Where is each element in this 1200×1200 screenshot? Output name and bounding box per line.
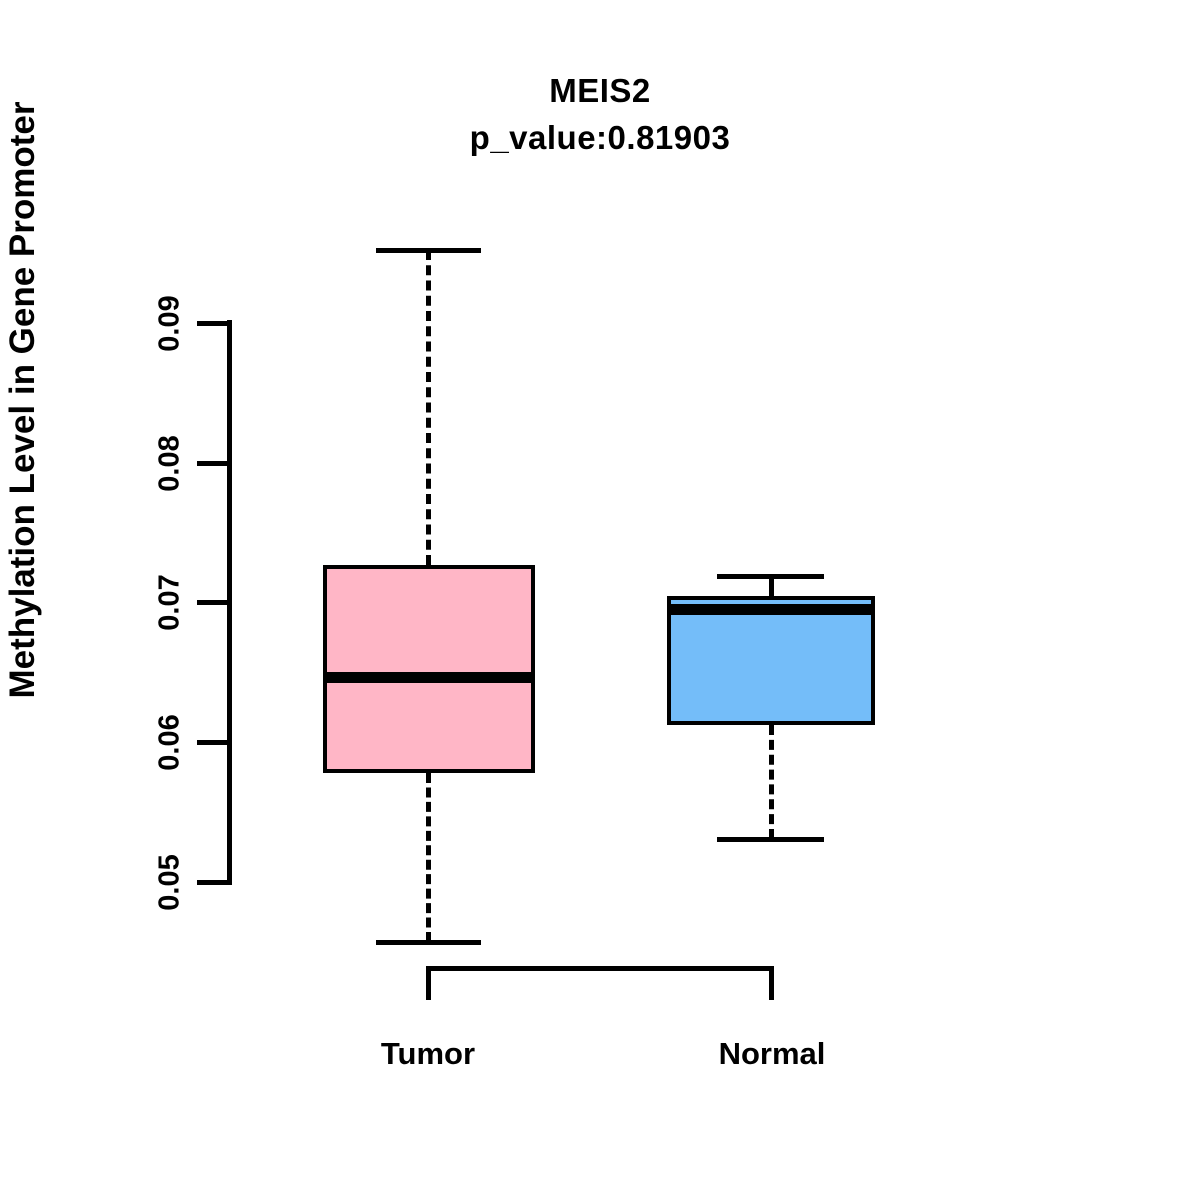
- x-axis-bracket: [426, 966, 774, 1000]
- tumor-median-line: [323, 671, 535, 683]
- normal-lower-whisker: [769, 725, 774, 839]
- y-axis-tick-0.09: [197, 321, 230, 326]
- y-axis-tick-label-0.08: 0.08: [153, 435, 186, 492]
- tumor-lower-whisker: [426, 772, 431, 943]
- x-axis-label-tumor: Tumor: [380, 1036, 476, 1071]
- y-axis-tick-0.05: [197, 880, 230, 885]
- chart-title: MEIS2: [549, 72, 651, 109]
- normal-median-line: [667, 604, 875, 616]
- tumor-upper-whisker: [426, 250, 431, 565]
- chart-subtitle-pvalue: p_value:0.81903: [469, 119, 731, 156]
- y-axis-tick-label-0.06: 0.06: [153, 714, 186, 771]
- y-axis-tick-label-0.05: 0.05: [153, 854, 186, 911]
- normal-lower-whisker-cap: [717, 836, 824, 842]
- y-axis-title: Methylation Level in Gene Promoter: [3, 101, 42, 699]
- normal-upper-whisker: [769, 575, 774, 596]
- tumor-lower-whisker-cap: [376, 940, 481, 946]
- y-axis-tick-label-0.07: 0.07: [153, 574, 186, 631]
- y-axis-tick-label-0.09: 0.09: [153, 295, 186, 352]
- y-axis-tick-0.07: [197, 600, 230, 605]
- normal-box: [667, 595, 875, 726]
- tumor-box: [323, 564, 535, 773]
- y-axis-tick-0.06: [197, 740, 230, 745]
- y-axis-tick-0.08: [197, 461, 230, 466]
- x-axis-label-normal: Normal: [718, 1036, 826, 1071]
